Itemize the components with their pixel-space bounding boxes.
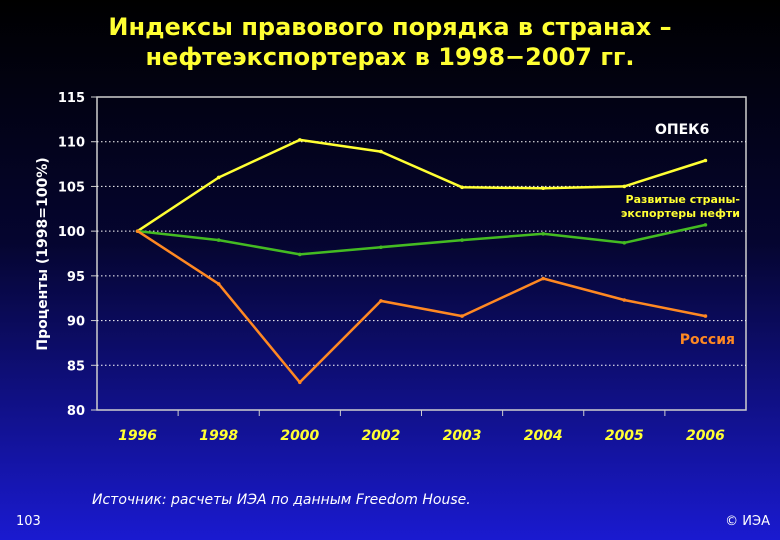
x-tick-labels: 1996 1998 2000 2002 2003 2004 2005 2006 bbox=[118, 410, 725, 444]
x-tick-label: 2002 bbox=[361, 428, 400, 444]
plot-area bbox=[96, 96, 747, 411]
y-tick-label: 95 bbox=[67, 270, 85, 285]
data-point bbox=[541, 232, 545, 236]
data-point bbox=[135, 229, 140, 233]
y-tick-label: 115 bbox=[58, 91, 85, 106]
x-tick-label: 1996 bbox=[118, 428, 157, 444]
x-tick-label: 1998 bbox=[199, 428, 238, 444]
data-point bbox=[216, 238, 221, 242]
data-point bbox=[541, 276, 545, 281]
series-line bbox=[136, 138, 706, 233]
y-tick-labels: 80 85 90 95 100 105 110 115 bbox=[58, 91, 97, 419]
series-label: ОПЕК6 bbox=[655, 122, 709, 138]
source-note: Источник: расчеты ИЭА по данным Freedom … bbox=[92, 492, 471, 508]
data-point bbox=[379, 299, 383, 303]
data-point bbox=[216, 175, 221, 180]
slide-number: 103 bbox=[16, 514, 41, 529]
x-tick-label: 2004 bbox=[524, 428, 563, 444]
data-point bbox=[379, 245, 383, 250]
x-tick-label: 2006 bbox=[686, 428, 725, 444]
series-label: Развитые страны- bbox=[626, 193, 740, 206]
data-point bbox=[622, 298, 627, 302]
series-label: Россия bbox=[680, 332, 735, 348]
y-tick-label: 100 bbox=[58, 225, 85, 240]
series-labels: ОПЕК6 Развитые страны-экспортеры нефти Рос… bbox=[621, 122, 740, 348]
data-point bbox=[460, 314, 464, 318]
data-point bbox=[460, 238, 464, 242]
y-tick-label: 90 bbox=[67, 315, 85, 330]
title-line-2: нефтеэкспортерах в 1998−2007 гг. bbox=[145, 43, 635, 71]
data-point bbox=[622, 184, 627, 189]
y-tick-label: 110 bbox=[58, 136, 85, 151]
title-line-1: Индексы правового порядка в странах – bbox=[108, 13, 672, 41]
series-label: экспортеры нефти bbox=[621, 207, 740, 220]
data-point bbox=[298, 252, 302, 257]
series-lines bbox=[135, 138, 708, 385]
data-point bbox=[541, 186, 545, 191]
y-tick-label: 80 bbox=[67, 404, 85, 419]
x-tick-label: 2005 bbox=[605, 428, 644, 444]
data-point bbox=[460, 185, 464, 190]
data-point bbox=[703, 158, 708, 163]
y-tick-label: 85 bbox=[67, 359, 85, 374]
series-line bbox=[136, 230, 706, 384]
y-tick-label: 105 bbox=[58, 180, 85, 195]
data-point bbox=[703, 314, 708, 318]
series-line bbox=[137, 223, 706, 256]
x-tick-label: 2003 bbox=[443, 428, 482, 444]
data-point bbox=[379, 149, 383, 154]
y-axis-label: Проценты (1998=100%) bbox=[35, 157, 51, 350]
x-tick-label: 2000 bbox=[280, 428, 319, 444]
data-point bbox=[298, 138, 302, 142]
copyright-text: © ИЭА bbox=[725, 514, 770, 529]
data-point bbox=[298, 380, 302, 385]
gridlines bbox=[97, 141, 746, 366]
data-point bbox=[622, 240, 627, 245]
data-point bbox=[703, 223, 708, 227]
data-point bbox=[216, 282, 221, 286]
slide-title: Индексы правового порядка в странах – не… bbox=[0, 12, 780, 72]
